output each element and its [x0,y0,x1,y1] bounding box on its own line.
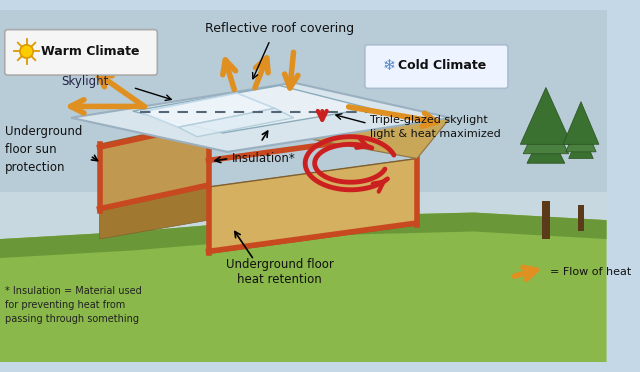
Text: Triple-glazed skylight
light & heat maximized: Triple-glazed skylight light & heat maxi… [370,115,500,139]
Polygon shape [566,116,596,152]
Polygon shape [527,125,565,163]
Polygon shape [71,83,450,152]
Text: * Insulation = Material used
for preventing heat from
passing through something: * Insulation = Material used for prevent… [4,286,141,324]
Text: Warm Climate: Warm Climate [41,45,140,58]
Polygon shape [520,87,572,144]
Polygon shape [140,93,275,127]
FancyBboxPatch shape [4,30,157,75]
Polygon shape [178,108,294,137]
Text: = Flow of heat: = Flow of heat [550,267,631,277]
Polygon shape [0,212,607,362]
Text: Insulation*: Insulation* [232,152,296,165]
Polygon shape [246,87,450,158]
Text: Skylight: Skylight [61,75,109,88]
Polygon shape [523,106,569,154]
Polygon shape [99,121,209,211]
Polygon shape [209,158,417,253]
Bar [542,201,550,239]
FancyBboxPatch shape [365,45,508,89]
Text: ❄: ❄ [383,58,396,73]
Polygon shape [563,102,599,144]
Bar [578,205,584,231]
Text: Reflective roof covering: Reflective roof covering [205,22,354,35]
Polygon shape [0,212,607,258]
Text: Underground
floor sun
protection: Underground floor sun protection [4,125,82,174]
Polygon shape [132,86,370,133]
Polygon shape [99,158,417,239]
Circle shape [20,45,33,58]
Text: Underground floor
heat retention: Underground floor heat retention [226,258,333,286]
Text: Cold Climate: Cold Climate [398,59,486,72]
Polygon shape [569,130,593,158]
Polygon shape [0,10,607,192]
Polygon shape [0,192,607,362]
